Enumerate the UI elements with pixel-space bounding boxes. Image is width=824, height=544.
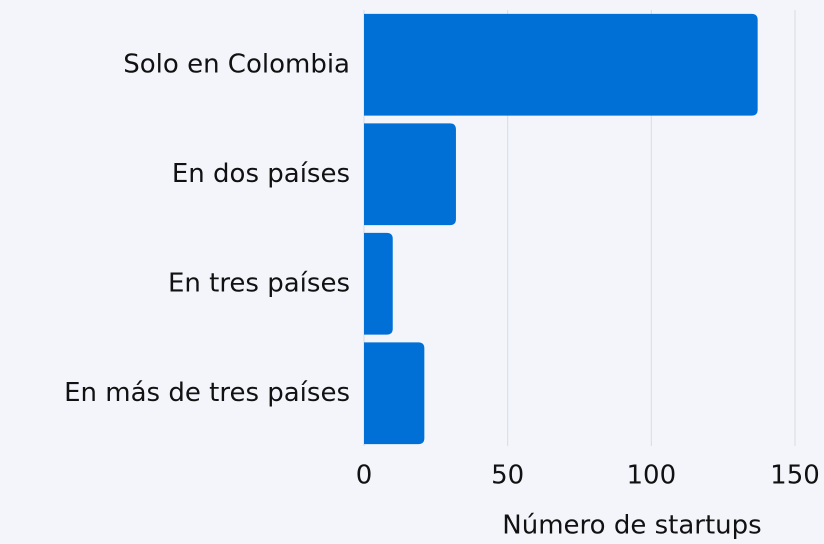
bar <box>364 13 758 116</box>
bar <box>364 342 425 445</box>
x-tick-label: 150 <box>770 461 820 491</box>
bar <box>364 232 393 335</box>
y-tick-label: En más de tres países <box>64 378 350 408</box>
y-tick-label: En tres países <box>168 268 350 298</box>
bar <box>364 123 456 226</box>
x-tick-label: 0 <box>356 461 373 491</box>
y-tick-label: Solo en Colombia <box>123 49 350 79</box>
y-tick-label: En dos países <box>172 159 350 189</box>
x-tick-label: 50 <box>491 461 524 491</box>
x-axis-label: Número de startups <box>502 511 761 541</box>
x-tick-label: 100 <box>627 461 677 491</box>
